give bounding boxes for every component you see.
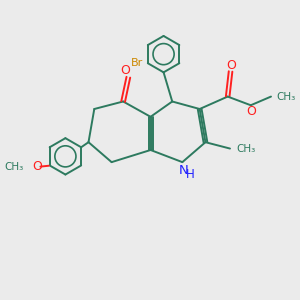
Text: O: O xyxy=(120,64,130,77)
Text: CH₃: CH₃ xyxy=(277,92,296,102)
Text: O: O xyxy=(226,58,236,72)
Text: CH₃: CH₃ xyxy=(236,144,256,154)
Text: Br: Br xyxy=(131,58,143,68)
Text: O: O xyxy=(246,105,256,118)
Text: N: N xyxy=(179,164,189,177)
Text: O: O xyxy=(33,160,43,173)
Text: CH₃: CH₃ xyxy=(4,162,24,172)
Text: H: H xyxy=(186,168,195,181)
